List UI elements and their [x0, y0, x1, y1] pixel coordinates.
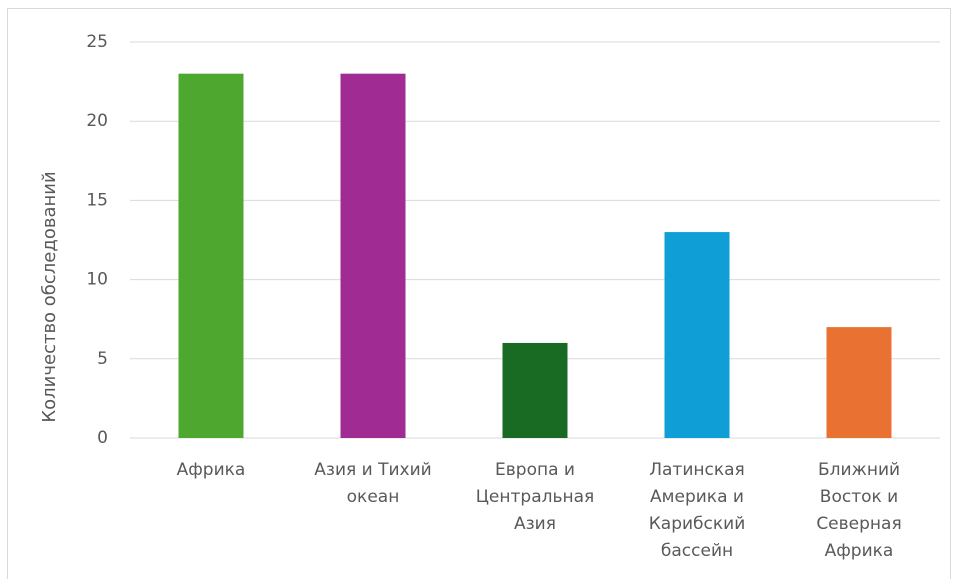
y-tick-label: 0 — [97, 428, 108, 448]
bar — [178, 73, 244, 439]
y-tick-label: 10 — [86, 270, 108, 290]
x-category-label: Латинская Америка и Карибский бассейн — [649, 460, 746, 561]
bar — [340, 73, 406, 439]
x-category-label: Европа и Центральная Азия — [476, 460, 595, 534]
bar — [664, 232, 730, 438]
y-tick-label: 20 — [86, 111, 108, 131]
bars — [178, 73, 892, 439]
y-tick-label: 25 — [86, 32, 108, 52]
x-category-label: Ближний Восток и Северная Африка — [816, 460, 901, 561]
bar — [826, 327, 892, 438]
x-category-label: Африка — [177, 460, 246, 480]
x-category-label: Азия и Тихий океан — [314, 460, 431, 507]
bar — [502, 342, 568, 438]
chart-frame — [7, 8, 951, 579]
y-axis-title: Количество обследований — [39, 171, 60, 422]
y-tick-label: 15 — [86, 190, 108, 210]
x-category-labels: Африка Азия и Тихий океан Европа и Центральн… — [177, 460, 902, 561]
y-tick-label: 5 — [97, 349, 108, 369]
y-tick-labels: 0 5 10 15 20 25 — [86, 32, 108, 448]
